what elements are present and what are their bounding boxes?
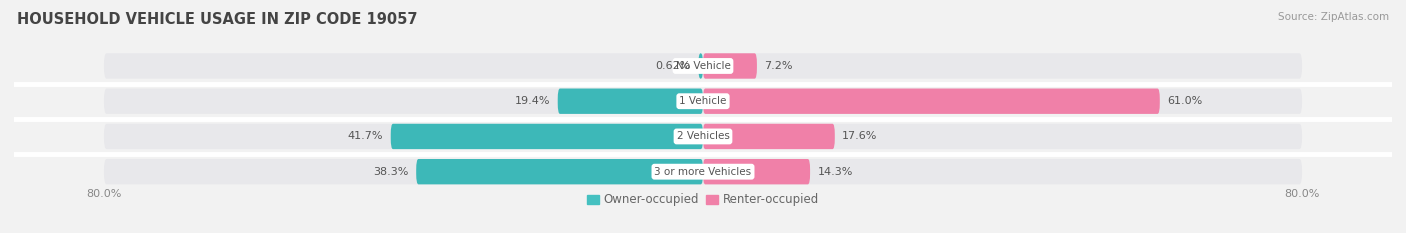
Text: 80.0%: 80.0% xyxy=(1285,189,1320,199)
Text: 0.62%: 0.62% xyxy=(655,61,690,71)
FancyBboxPatch shape xyxy=(703,89,1160,114)
FancyBboxPatch shape xyxy=(416,159,703,184)
Text: Source: ZipAtlas.com: Source: ZipAtlas.com xyxy=(1278,12,1389,22)
FancyBboxPatch shape xyxy=(391,124,703,149)
Text: 7.2%: 7.2% xyxy=(765,61,793,71)
FancyBboxPatch shape xyxy=(104,159,1302,184)
Text: 1 Vehicle: 1 Vehicle xyxy=(679,96,727,106)
FancyBboxPatch shape xyxy=(104,89,1302,114)
Text: HOUSEHOLD VEHICLE USAGE IN ZIP CODE 19057: HOUSEHOLD VEHICLE USAGE IN ZIP CODE 1905… xyxy=(17,12,418,27)
Text: 2 Vehicles: 2 Vehicles xyxy=(676,131,730,141)
FancyBboxPatch shape xyxy=(558,89,703,114)
Text: 41.7%: 41.7% xyxy=(347,131,384,141)
Text: 61.0%: 61.0% xyxy=(1167,96,1202,106)
Text: 17.6%: 17.6% xyxy=(842,131,877,141)
Text: 19.4%: 19.4% xyxy=(515,96,550,106)
FancyBboxPatch shape xyxy=(699,53,703,79)
FancyBboxPatch shape xyxy=(703,53,756,79)
Text: 38.3%: 38.3% xyxy=(374,167,409,177)
Text: 80.0%: 80.0% xyxy=(86,189,121,199)
Legend: Owner-occupied, Renter-occupied: Owner-occupied, Renter-occupied xyxy=(582,189,824,211)
FancyBboxPatch shape xyxy=(703,159,810,184)
Text: 14.3%: 14.3% xyxy=(817,167,853,177)
FancyBboxPatch shape xyxy=(104,124,1302,149)
FancyBboxPatch shape xyxy=(703,124,835,149)
Text: 3 or more Vehicles: 3 or more Vehicles xyxy=(654,167,752,177)
Text: No Vehicle: No Vehicle xyxy=(675,61,731,71)
FancyBboxPatch shape xyxy=(104,53,1302,79)
